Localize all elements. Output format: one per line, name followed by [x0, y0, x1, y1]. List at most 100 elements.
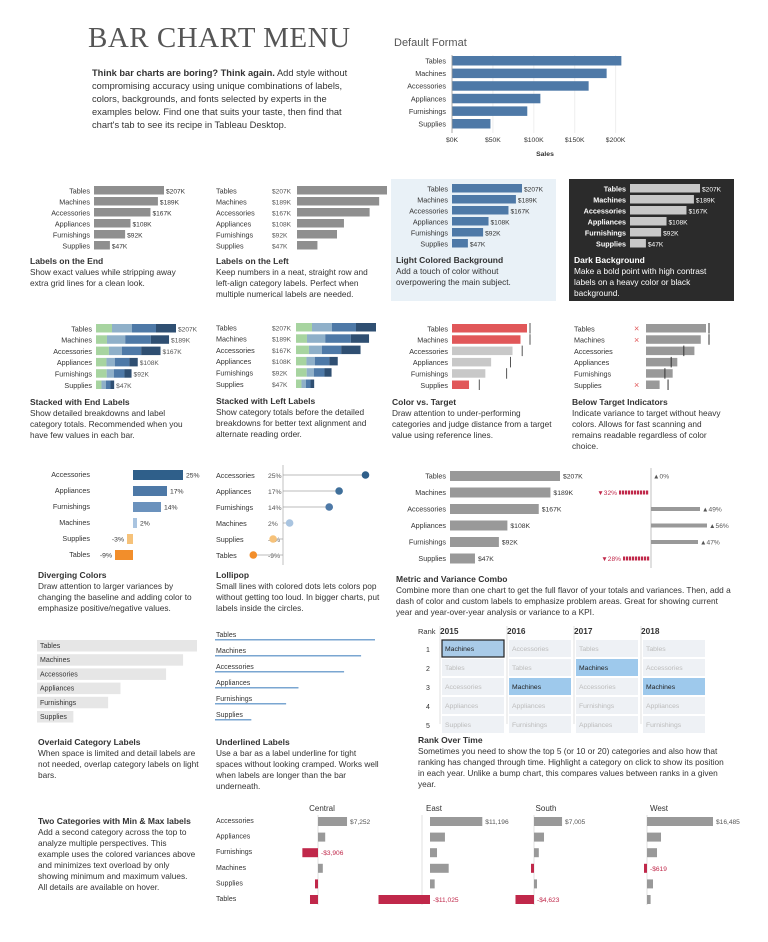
category-label: Supplies: [418, 554, 446, 563]
chart-title: Default Format: [394, 37, 467, 49]
value-label: 17%: [268, 489, 282, 496]
lollipop-dot: [325, 503, 334, 511]
category-label: Furnishings: [409, 537, 447, 546]
value-label: $189K: [171, 338, 191, 345]
category-label: Furnishings: [53, 230, 91, 239]
variance-label: ▲47%: [700, 540, 720, 547]
value-label: -9%: [268, 553, 280, 560]
rank-cell: [576, 640, 638, 657]
caption-heading: Light Colored Background: [396, 255, 504, 265]
rank-cell-label: Accessories: [579, 684, 616, 691]
rank-cell: [643, 640, 705, 657]
rank-label: 3: [426, 685, 430, 692]
value-label: $92K: [272, 232, 288, 239]
rank-cell: [643, 716, 705, 733]
caption-text: Add a second category across the top to …: [38, 827, 196, 892]
category-label: Furnishings: [574, 370, 612, 379]
variance-dash: [632, 556, 635, 561]
bar: [315, 879, 318, 889]
bar-segment: [313, 368, 325, 377]
rank-cell: [442, 697, 504, 714]
lollipop-dot: [335, 487, 343, 495]
caption-text: Make a bold point with high contrast lab…: [574, 266, 707, 298]
variance-label: ▲49%: [702, 507, 722, 514]
category-label: Tables: [216, 186, 237, 195]
caption-heading: Underlined Labels: [216, 737, 290, 747]
value-label: $47K: [272, 243, 288, 250]
bar-segment: [96, 380, 102, 389]
caption-heading: Below Target Indicators: [572, 397, 668, 407]
caption-heading: Metric and Variance Combo: [396, 574, 508, 584]
rank-cell: [509, 640, 571, 657]
bar-segment: [114, 357, 130, 367]
value-label: $7,005: [565, 819, 586, 826]
caption-heading: Lollipop: [216, 570, 250, 580]
category-label: Supplies: [216, 241, 244, 250]
caption-text: Draw attention to larger variances by ch…: [38, 581, 192, 613]
value-label: $207K: [272, 325, 292, 332]
underline-bar: [215, 671, 345, 673]
category-label: Accessories: [51, 208, 90, 217]
bar: [309, 895, 318, 904]
value-label: $108K: [510, 523, 530, 530]
value-label: $11,196: [485, 819, 509, 826]
category-label: Tables: [69, 186, 90, 195]
bar-segment: [305, 379, 311, 388]
caption-heading: Stacked with End Labels: [30, 397, 130, 407]
category-label: Accessories: [51, 470, 90, 479]
category-label: Accessories: [407, 504, 446, 513]
bar-segment: [110, 380, 115, 389]
value-label: $167K: [542, 507, 562, 514]
category-label: Machines: [417, 336, 448, 345]
bar: [452, 184, 522, 193]
value-label: 14%: [164, 505, 178, 512]
category-label: Accessories: [574, 347, 613, 356]
bar: [647, 895, 651, 904]
value-label: $92K: [663, 230, 679, 237]
caption-text: Draw attention to under-performing categ…: [392, 408, 552, 440]
region-header: South: [536, 804, 557, 813]
value-label: $189K: [272, 337, 292, 344]
bar: [630, 184, 700, 193]
bar: [430, 832, 445, 842]
bar: [94, 208, 151, 217]
category-label: Accessories: [216, 818, 254, 825]
bar: [646, 335, 701, 344]
bar-segment: [96, 346, 109, 356]
caption-block: Below Target Indicators Indicate variance…: [572, 397, 732, 452]
value-label: $207K: [563, 474, 583, 481]
lollipop-dot: [285, 519, 294, 527]
category-label: Tables: [216, 551, 237, 560]
category-label: Appliances: [216, 680, 251, 687]
page-title: BAR CHART MENU: [88, 22, 351, 54]
category-label: Furnishings: [216, 696, 253, 703]
bar: [630, 206, 687, 215]
below-target-x-icon: ×: [634, 380, 639, 390]
rank-header: Rank: [418, 627, 436, 636]
bar-segment: [308, 345, 322, 355]
bar: [133, 502, 161, 512]
caption-block: Stacked with Left Labels Show category to…: [216, 396, 376, 440]
value-label: 2%: [140, 521, 150, 528]
bar-segment: [105, 380, 111, 389]
bar-segment: [301, 379, 306, 388]
bar: [450, 520, 508, 531]
caption-heading: Labels on the Left: [216, 256, 289, 266]
variance-label: ▼32%: [597, 490, 617, 497]
category-label: Accessories: [409, 347, 448, 356]
bar: [318, 832, 326, 842]
value-label: -$11,025: [433, 897, 459, 904]
variance-dash: [637, 490, 640, 495]
caption-block: Diverging Colors Draw attention to larger…: [38, 570, 208, 614]
variance-dash: [635, 556, 638, 561]
category-label: Tables: [69, 550, 90, 559]
bar: [452, 81, 589, 91]
region-header: East: [426, 804, 443, 813]
category-label: Machines: [40, 657, 70, 664]
category-label: Machines: [415, 69, 446, 78]
category-label: Supplies: [216, 712, 243, 719]
bar-segment: [329, 356, 338, 366]
value-label: $16,485: [716, 819, 740, 826]
variance-label: ▲0%: [653, 474, 669, 481]
value-label: $207K: [524, 186, 544, 193]
